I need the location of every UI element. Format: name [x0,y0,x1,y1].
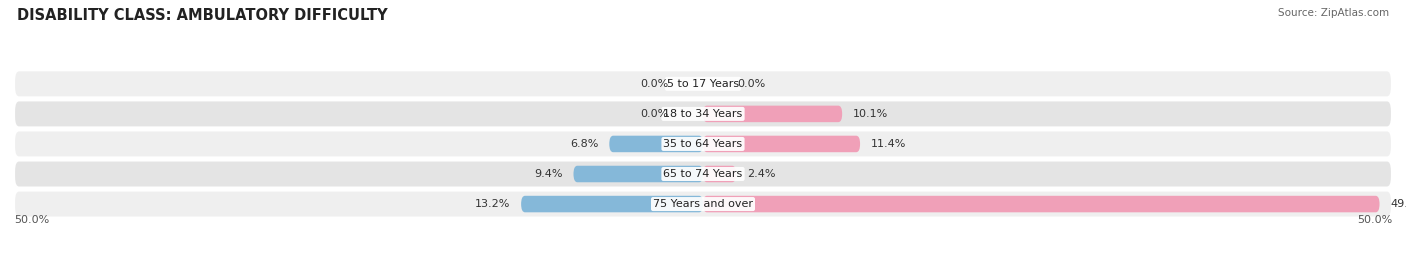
Text: 9.4%: 9.4% [534,169,562,179]
FancyBboxPatch shape [703,166,737,182]
Text: 6.8%: 6.8% [569,139,599,149]
Text: Source: ZipAtlas.com: Source: ZipAtlas.com [1278,8,1389,18]
FancyBboxPatch shape [522,196,703,212]
Text: 10.1%: 10.1% [853,109,889,119]
Text: 0.0%: 0.0% [640,109,669,119]
FancyBboxPatch shape [703,136,860,152]
FancyBboxPatch shape [14,161,1392,187]
Text: DISABILITY CLASS: AMBULATORY DIFFICULTY: DISABILITY CLASS: AMBULATORY DIFFICULTY [17,8,388,23]
Text: 50.0%: 50.0% [1357,215,1392,225]
Text: 65 to 74 Years: 65 to 74 Years [664,169,742,179]
FancyBboxPatch shape [14,190,1392,218]
Text: 0.0%: 0.0% [640,79,669,89]
Text: 13.2%: 13.2% [475,199,510,209]
FancyBboxPatch shape [574,166,703,182]
FancyBboxPatch shape [609,136,703,152]
FancyBboxPatch shape [14,130,1392,157]
Text: 0.0%: 0.0% [738,79,766,89]
Text: 75 Years and over: 75 Years and over [652,199,754,209]
FancyBboxPatch shape [703,196,1379,212]
Text: 49.1%: 49.1% [1391,199,1406,209]
Text: 11.4%: 11.4% [872,139,907,149]
Text: 50.0%: 50.0% [14,215,49,225]
Text: 35 to 64 Years: 35 to 64 Years [664,139,742,149]
Text: 18 to 34 Years: 18 to 34 Years [664,109,742,119]
FancyBboxPatch shape [703,106,842,122]
Text: 2.4%: 2.4% [747,169,776,179]
FancyBboxPatch shape [14,70,1392,97]
FancyBboxPatch shape [14,100,1392,128]
Text: 5 to 17 Years: 5 to 17 Years [666,79,740,89]
